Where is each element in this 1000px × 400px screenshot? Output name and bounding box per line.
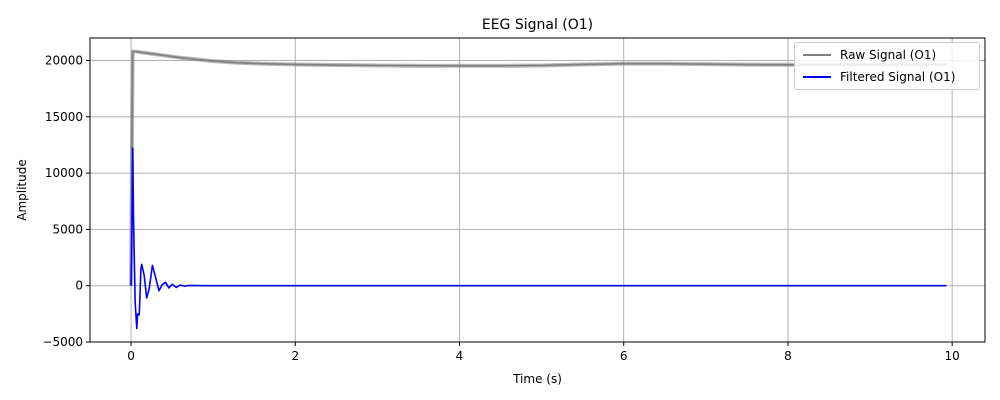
y-axis-label: Amplitude: [15, 159, 29, 221]
y-tick-label-2: 5000: [52, 222, 83, 236]
x-tick-label-3: 6: [620, 349, 628, 363]
x-tick-label-2: 4: [456, 349, 464, 363]
legend-swatch-filtered: [803, 76, 831, 78]
x-tick-label-5: 10: [945, 349, 960, 363]
x-axis-label: Time (s): [512, 372, 562, 386]
legend-swatch-raw: [803, 54, 831, 56]
series-raw-line: [130, 50, 947, 286]
x-tick-label-1: 2: [291, 349, 299, 363]
legend-entry-raw: Raw Signal (O1): [803, 46, 936, 64]
series-filtered-line: [130, 147, 947, 330]
chart-title: EEG Signal (O1): [482, 17, 593, 33]
y-tick-label-4: 15000: [45, 110, 83, 124]
legend: Raw Signal (O1) Filtered Signal (O1): [794, 42, 980, 90]
y-tick-label-3: 10000: [45, 166, 83, 180]
legend-entry-filtered: Filtered Signal (O1): [803, 68, 955, 86]
legend-label-filtered: Filtered Signal (O1): [840, 70, 956, 84]
plot-frame: [89, 37, 986, 343]
legend-label-raw: Raw Signal (O1): [840, 48, 937, 62]
y-tick-label-0: −5000: [42, 335, 83, 349]
x-tick-label-4: 8: [784, 349, 792, 363]
y-tick-label-1: 0: [75, 279, 83, 293]
x-tick-label-0: 0: [127, 349, 135, 363]
y-tick-label-5: 20000: [45, 54, 83, 68]
